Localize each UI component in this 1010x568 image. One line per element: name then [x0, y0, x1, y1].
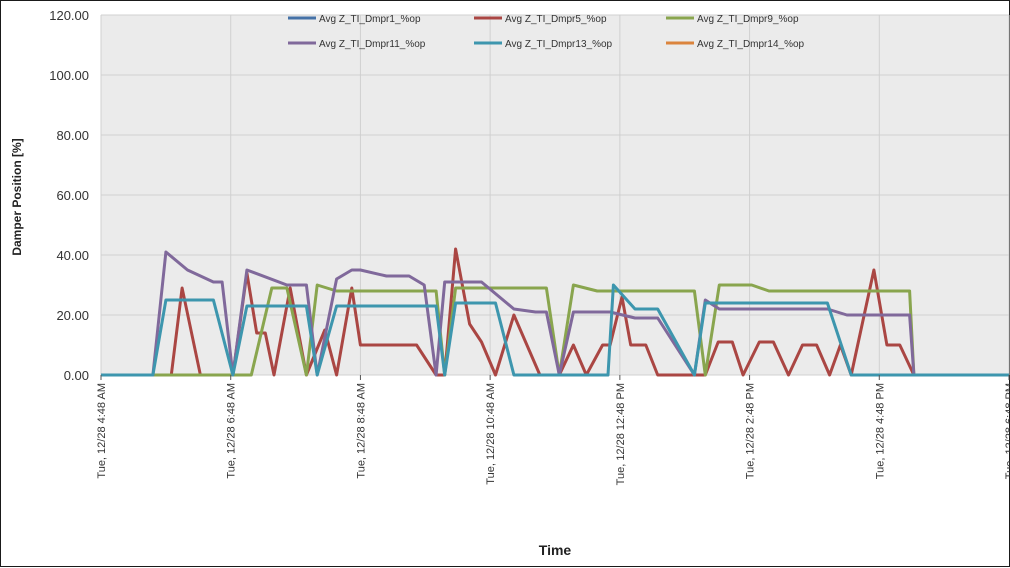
x-tick-label: Tue, 12/28 6:48 PM — [1004, 383, 1010, 479]
x-tick-label: Tue, 12/28 10:48 AM — [485, 383, 497, 485]
y-axis-title: Damper Position [%] — [10, 138, 24, 255]
legend-item: Avg Z_TI_Dmpr1_%op — [319, 14, 421, 25]
y-tick-label: 0.00 — [64, 368, 89, 383]
series-lines — [101, 247, 1009, 377]
series-line — [101, 283, 1009, 377]
legend-item: Avg Z_TI_Dmpr11_%op — [319, 39, 426, 50]
y-tick-label: 20.00 — [56, 308, 89, 323]
y-axis-ticks: 0.00 20.00 40.00 60.00 80.00 100.00 120.00 — [49, 8, 89, 383]
grid-lines — [100, 14, 1010, 376]
series-line — [101, 283, 1009, 377]
legend-item: Avg Z_TI_Dmpr9_%op — [697, 14, 799, 25]
x-tick-label: Tue, 12/28 12:48 PM — [615, 383, 627, 485]
x-tick-label: Tue, 12/28 4:48 AM — [96, 383, 108, 479]
y-tick-label: 100.00 — [49, 68, 89, 83]
legend: Avg Z_TI_Dmpr1_%op Avg Z_TI_Dmpr5_%op Avg … — [288, 14, 805, 50]
y-tick-label: 40.00 — [56, 248, 89, 263]
y-tick-label: 80.00 — [56, 128, 89, 143]
x-tick-label: Tue, 12/28 2:48 PM — [745, 383, 757, 479]
y-tick-label: 120.00 — [49, 8, 89, 23]
legend-item: Avg Z_TI_Dmpr13_%op — [505, 39, 613, 50]
legend-item: Avg Z_TI_Dmpr5_%op — [505, 14, 607, 25]
x-tick-label: Tue, 12/28 4:48 PM — [874, 383, 886, 479]
x-axis-title: Time — [539, 542, 572, 558]
x-tick-label: Tue, 12/28 8:48 AM — [355, 383, 367, 479]
legend-item: Avg Z_TI_Dmpr14_%op — [697, 39, 805, 50]
x-tick-label: Tue, 12/28 6:48 AM — [226, 383, 238, 479]
y-tick-label: 60.00 — [56, 188, 89, 203]
x-axis-ticks: Tue, 12/28 4:48 AM Tue, 12/28 6:48 AM Tue,… — [96, 375, 1010, 485]
